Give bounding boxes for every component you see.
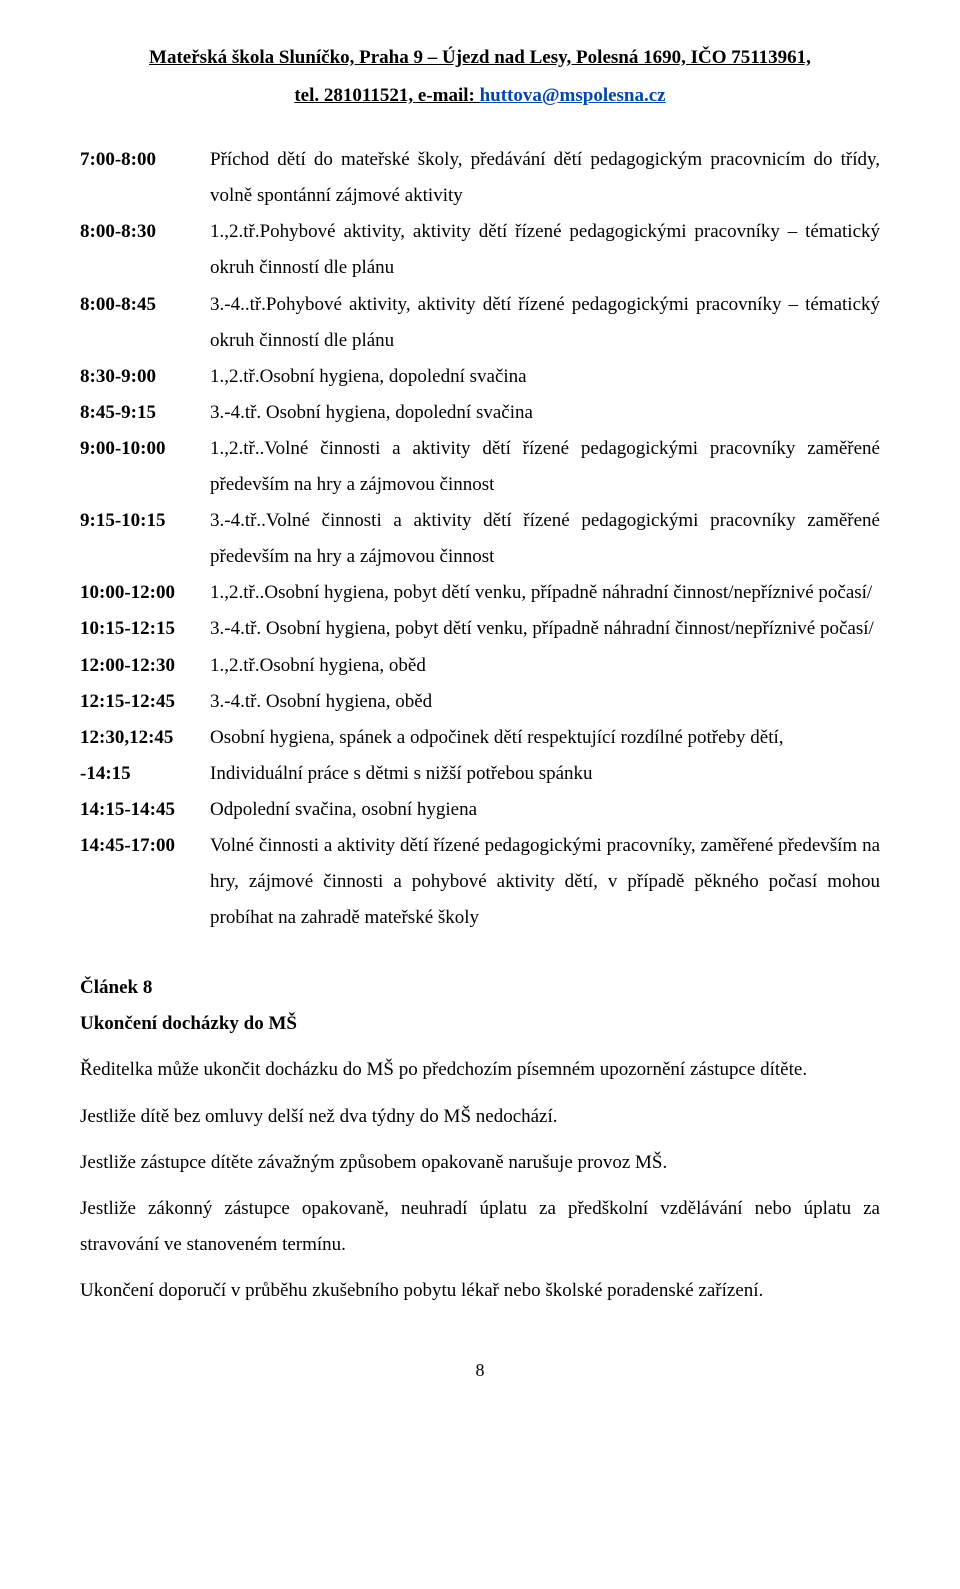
schedule-row: 8:45-9:153.-4.tř. Osobní hygiena, dopole… [80, 395, 880, 431]
schedule-time: 12:30,12:45 [80, 720, 210, 756]
schedule-time: 7:00-8:00 [80, 142, 210, 214]
schedule-description: 3.-4.tř..Volné činnosti a aktivity dětí … [210, 503, 880, 575]
header-email-link[interactable]: huttova@mspolesna.cz [480, 85, 666, 106]
schedule-description: Odpolední svačina, osobní hygiena [210, 792, 880, 828]
schedule-row: 8:00-8:453.-4..tř.Pohybové aktivity, akt… [80, 287, 880, 359]
schedule-time: 10:15-12:15 [80, 611, 210, 647]
schedule-row: 8:30-9:001.,2.tř.Osobní hygiena, dopoled… [80, 359, 880, 395]
schedule-time: 8:30-9:00 [80, 359, 210, 395]
schedule-description: 1.,2.tř.Osobní hygiena, dopolední svačin… [210, 359, 880, 395]
schedule-description: 1.,2.tř..Osobní hygiena, pobyt dětí venk… [210, 575, 880, 611]
header-school-info: Mateřská škola Sluníčko, Praha 9 – Újezd… [80, 40, 880, 76]
schedule-row: 14:45-17:00Volné činnosti a aktivity dět… [80, 828, 880, 936]
schedule-description: 3.-4..tř.Pohybové aktivity, aktivity dět… [210, 287, 880, 359]
schedule-time: 8:45-9:15 [80, 395, 210, 431]
schedule-row: 12:30,12:45Osobní hygiena, spánek a odpo… [80, 720, 880, 756]
schedule-time: 12:15-12:45 [80, 684, 210, 720]
page-number: 8 [80, 1353, 880, 1387]
schedule-description: 1.,2.tř..Volné činnosti a aktivity dětí … [210, 431, 880, 503]
article-paragraph: Jestliže zástupce dítěte závažným způsob… [80, 1145, 880, 1181]
schedule-row: 9:00-10:001.,2.tř..Volné činnosti a akti… [80, 431, 880, 503]
schedule-time: 14:15-14:45 [80, 792, 210, 828]
article-paragraph: Ředitelka může ukončit docházku do MŠ po… [80, 1052, 880, 1088]
page-header: Mateřská škola Sluníčko, Praha 9 – Újezd… [80, 40, 880, 114]
schedule-row: 10:15-12:153.-4.tř. Osobní hygiena, poby… [80, 611, 880, 647]
schedule-row: 7:00-8:00Příchod dětí do mateřské školy,… [80, 142, 880, 214]
schedule-description: Volné činnosti a aktivity dětí řízené pe… [210, 828, 880, 936]
header-contact: tel. 281011521, e-mail: huttova@mspolesn… [80, 78, 880, 114]
schedule-time: 14:45-17:00 [80, 828, 210, 936]
schedule-description: 3.-4.tř. Osobní hygiena, oběd [210, 684, 880, 720]
article-subheading: Ukončení docházky do MŠ [80, 1006, 880, 1042]
schedule-description: 3.-4.tř. Osobní hygiena, pobyt dětí venk… [210, 611, 880, 647]
schedule-row: 12:00-12:301.,2.tř.Osobní hygiena, oběd [80, 648, 880, 684]
schedule-time: 12:00-12:30 [80, 648, 210, 684]
schedule-row: -14:15Individuální práce s dětmi s nižší… [80, 756, 880, 792]
schedule-time: -14:15 [80, 756, 210, 792]
document-page: Mateřská škola Sluníčko, Praha 9 – Újezd… [0, 0, 960, 1447]
schedule-description: Individuální práce s dětmi s nižší potře… [210, 756, 880, 792]
article-paragraph: Ukončení doporučí v průběhu zkušebního p… [80, 1273, 880, 1309]
schedule-description: Příchod dětí do mateřské školy, předáván… [210, 142, 880, 214]
schedule-row: 14:15-14:45Odpolední svačina, osobní hyg… [80, 792, 880, 828]
header-phone-prefix: tel. 281011521, e-mail: [294, 85, 479, 106]
schedule-time: 8:00-8:45 [80, 287, 210, 359]
schedule-row: 12:15-12:453.-4.tř. Osobní hygiena, oběd [80, 684, 880, 720]
schedule-time: 9:15-10:15 [80, 503, 210, 575]
schedule-row: 10:00-12:001.,2.tř..Osobní hygiena, poby… [80, 575, 880, 611]
schedule-time: 10:00-12:00 [80, 575, 210, 611]
schedule-description: 3.-4.tř. Osobní hygiena, dopolední svači… [210, 395, 880, 431]
schedule-row: 8:00-8:301.,2.tř.Pohybové aktivity, akti… [80, 214, 880, 286]
schedule-description: 1.,2.tř.Pohybové aktivity, aktivity dětí… [210, 214, 880, 286]
schedule-time: 8:00-8:30 [80, 214, 210, 286]
schedule-row: 9:15-10:153.-4.tř..Volné činnosti a akti… [80, 503, 880, 575]
schedule-description: Osobní hygiena, spánek a odpočinek dětí … [210, 720, 880, 756]
schedule-table: 7:00-8:00Příchod dětí do mateřské školy,… [80, 142, 880, 936]
schedule-description: 1.,2.tř.Osobní hygiena, oběd [210, 648, 880, 684]
schedule-time: 9:00-10:00 [80, 431, 210, 503]
article-heading: Článek 8 [80, 970, 880, 1006]
article-paragraph: Jestliže zákonný zástupce opakovaně, neu… [80, 1191, 880, 1263]
article-paragraph: Jestliže dítě bez omluvy delší než dva t… [80, 1099, 880, 1135]
